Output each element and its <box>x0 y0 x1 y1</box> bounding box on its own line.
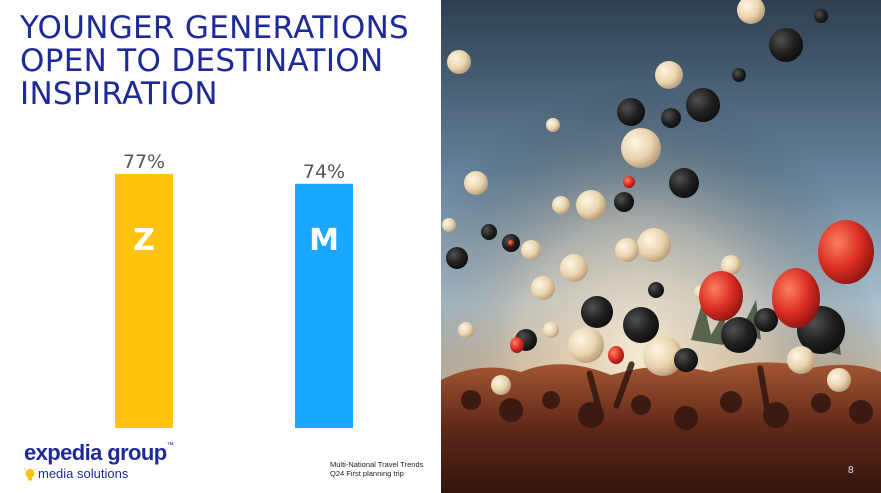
logo-trademark: ™ <box>166 442 174 449</box>
balloons-concert-photo <box>441 0 881 493</box>
expedia-group-logo: expedia group™ media solutions <box>22 440 192 485</box>
source-note: Multi-National Travel Trends Q24 First p… <box>330 460 423 478</box>
data-label-z: 77% <box>123 151 165 173</box>
logo-wordmark: expedia group <box>24 440 167 465</box>
balloons-photo-icon <box>441 0 881 493</box>
bar-z <box>115 173 173 428</box>
category-label-z: Z <box>133 223 155 258</box>
source-line-1: Multi-National Travel Trends <box>330 460 424 469</box>
bar-m <box>295 183 353 428</box>
lightbulb-icon <box>24 468 36 481</box>
slide-title: YOUNGER GENERATIONS OPEN TO DESTINATION … <box>20 10 410 112</box>
page-number: 8 <box>848 465 854 476</box>
logo-tagline: media solutions <box>38 466 129 481</box>
source-line-2: Q24 First planning trip <box>330 469 404 478</box>
bar-chart: 77% Z 74% M <box>115 151 353 428</box>
data-label-m: 74% <box>303 161 345 183</box>
category-label-m: M <box>309 223 339 258</box>
